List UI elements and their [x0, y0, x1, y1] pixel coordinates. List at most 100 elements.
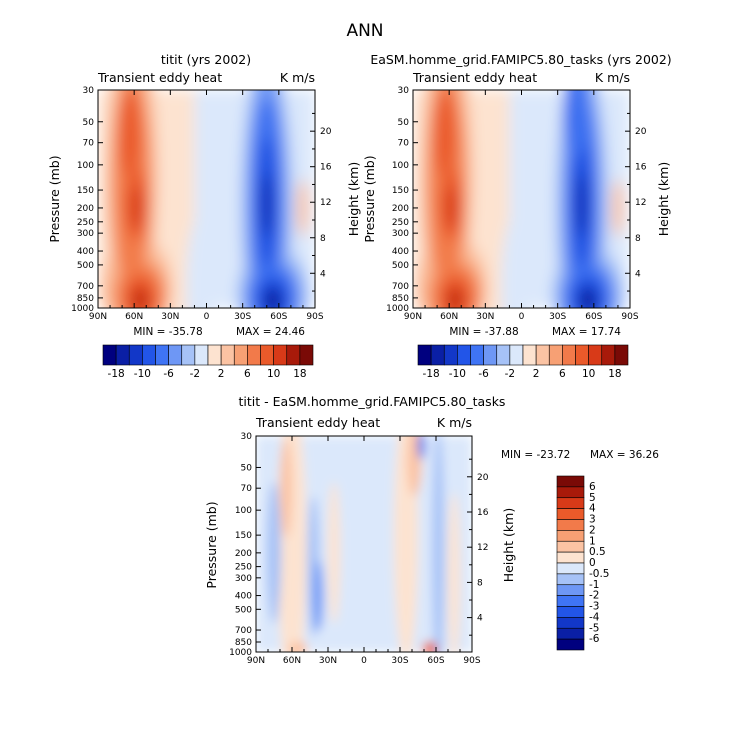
y-tick-label: 700 — [235, 626, 252, 636]
x-tick-label: 90S — [306, 312, 323, 322]
colorbar-label: 2 — [533, 368, 540, 380]
colorbar-label: 6 — [559, 368, 566, 380]
colorbar-swatch — [562, 344, 576, 366]
colorbar-swatch — [556, 627, 585, 640]
y-tick-label: 400 — [77, 247, 94, 257]
y2-tick-label: 4 — [320, 269, 326, 279]
max-label: MAX = 24.46 — [236, 326, 305, 338]
colorbar-label: -2 — [505, 368, 515, 380]
colorbar-label: 6 — [244, 368, 251, 380]
y-tick-label: 100 — [77, 161, 94, 171]
colorbar-swatch — [556, 530, 585, 542]
positive-contour-4 — [118, 90, 141, 177]
colorbar-swatch — [155, 344, 169, 366]
colorbar-swatch — [233, 344, 248, 366]
colorbar-label: -4 — [589, 611, 600, 623]
colorbar-label: -6 — [163, 368, 174, 380]
max-label: MAX = 36.26 — [590, 449, 659, 461]
negative-contour-6 — [582, 293, 593, 308]
positive-contour-5 — [445, 186, 458, 230]
colorbar-label: 1 — [589, 535, 596, 547]
colorbar-label: -3 — [589, 601, 599, 613]
min-label: MIN = -37.88 — [449, 326, 518, 338]
y-tick-label: 250 — [235, 563, 252, 573]
panel-difference: titit - EaSM.homme_grid.FAMIPC5.80_tasks… — [204, 394, 659, 666]
x-tick-label: 60S — [270, 312, 287, 322]
y-tick-label: 150 — [392, 186, 409, 196]
units-label: K m/s — [437, 415, 472, 430]
x-tick-label: 30S — [391, 656, 408, 666]
field-label: Transient eddy heat — [412, 70, 537, 85]
y-tick-label: 400 — [392, 247, 409, 257]
contour-fill — [413, 90, 630, 308]
colorbar-swatch — [556, 595, 585, 607]
y-tick-label: 250 — [77, 218, 94, 228]
colorbar-swatch — [509, 344, 524, 366]
x-tick-label: 90S — [621, 312, 638, 322]
colorbar-label: -5 — [589, 622, 599, 634]
colorbar-swatch — [556, 584, 585, 596]
x-tick-label: 30N — [476, 312, 494, 322]
plot-axes: 90N 60N 30N 0 30S 60S 90S 30 50 70 100 150 200 250300… — [386, 86, 647, 322]
y-tick-label: 200 — [77, 204, 94, 214]
y-tick-label: 500 — [77, 261, 94, 271]
colorbar-swatch — [483, 344, 498, 366]
colorbar-label: 0.5 — [589, 546, 606, 558]
contour-plot — [98, 90, 315, 308]
y-tick-label: 100 — [392, 161, 409, 171]
y-tick-label: 50 — [83, 118, 95, 128]
colorbar-swatch — [273, 344, 288, 366]
colorbar-label: 3 — [589, 514, 596, 526]
colorbar-swatch — [102, 344, 117, 366]
colorbar: -18 -10 -6 -2 2 6 10 18 — [102, 344, 314, 380]
colorbar-swatch — [417, 344, 432, 366]
y2-tick-label: 4 — [635, 269, 641, 279]
y-tick-label: 1000 — [71, 304, 94, 314]
negative-diff-1 — [266, 481, 282, 624]
colorbar-swatch — [207, 344, 222, 366]
y-tick-label: 200 — [392, 204, 409, 214]
panel-title: titit - EaSM.homme_grid.FAMIPC5.80_tasks — [239, 394, 506, 409]
y2-tick-label: 16 — [477, 508, 489, 518]
y-tick-label: 850 — [235, 638, 252, 648]
x-tick-label: 90N — [89, 312, 107, 322]
x-tick-label: 0 — [361, 656, 367, 666]
y-tick-label: 300 — [77, 229, 94, 239]
negative-contour-5 — [260, 173, 273, 237]
x-tick-label: 0 — [519, 312, 525, 322]
panel-title: titit (yrs 2002) — [161, 52, 251, 67]
colorbar-swatch — [247, 344, 261, 366]
colorbar-label: -10 — [449, 368, 466, 380]
colorbar-label: 18 — [293, 368, 306, 380]
colorbar-label: -18 — [108, 368, 125, 380]
y-tick-label: 300 — [235, 574, 252, 584]
x-tick-label: 30N — [319, 656, 337, 666]
y2-axis-label: Height (km) — [656, 162, 671, 236]
min-label: MIN = -35.78 — [133, 326, 202, 338]
panel-model: titit (yrs 2002) Transient eddy heat K m… — [47, 52, 361, 380]
positive-contour-sh — [611, 179, 624, 237]
y-tick-label: 70 — [83, 139, 95, 149]
colorbar-swatch — [556, 475, 585, 488]
y2-tick-label: 8 — [320, 234, 326, 244]
y-axis-label: Pressure (mb) — [362, 155, 377, 242]
colorbar-swatch — [168, 344, 183, 366]
x-tick-label: 60S — [427, 656, 444, 666]
panel-control: EaSM.homme_grid.FAMIPC5.80_tasks (yrs 20… — [362, 52, 672, 380]
y-tick-label: 1000 — [229, 648, 252, 658]
y2-tick-label: 16 — [635, 163, 647, 173]
colorbar-label: 10 — [267, 368, 280, 380]
weak-negative-contour — [501, 214, 530, 308]
contour-fill — [98, 90, 315, 308]
colorbar-swatch — [556, 497, 585, 509]
colorbar-swatch — [286, 344, 301, 366]
y-tick-label: 850 — [392, 294, 409, 304]
x-tick-label: 0 — [204, 312, 210, 322]
y2-tick-label: 12 — [320, 198, 331, 208]
positive-diff-4b — [407, 436, 422, 497]
min-label: MIN = -23.72 — [501, 449, 570, 461]
colorbar-swatch — [220, 344, 235, 366]
y2-tick-label: 8 — [477, 578, 483, 588]
colorbar-swatch — [430, 344, 445, 366]
